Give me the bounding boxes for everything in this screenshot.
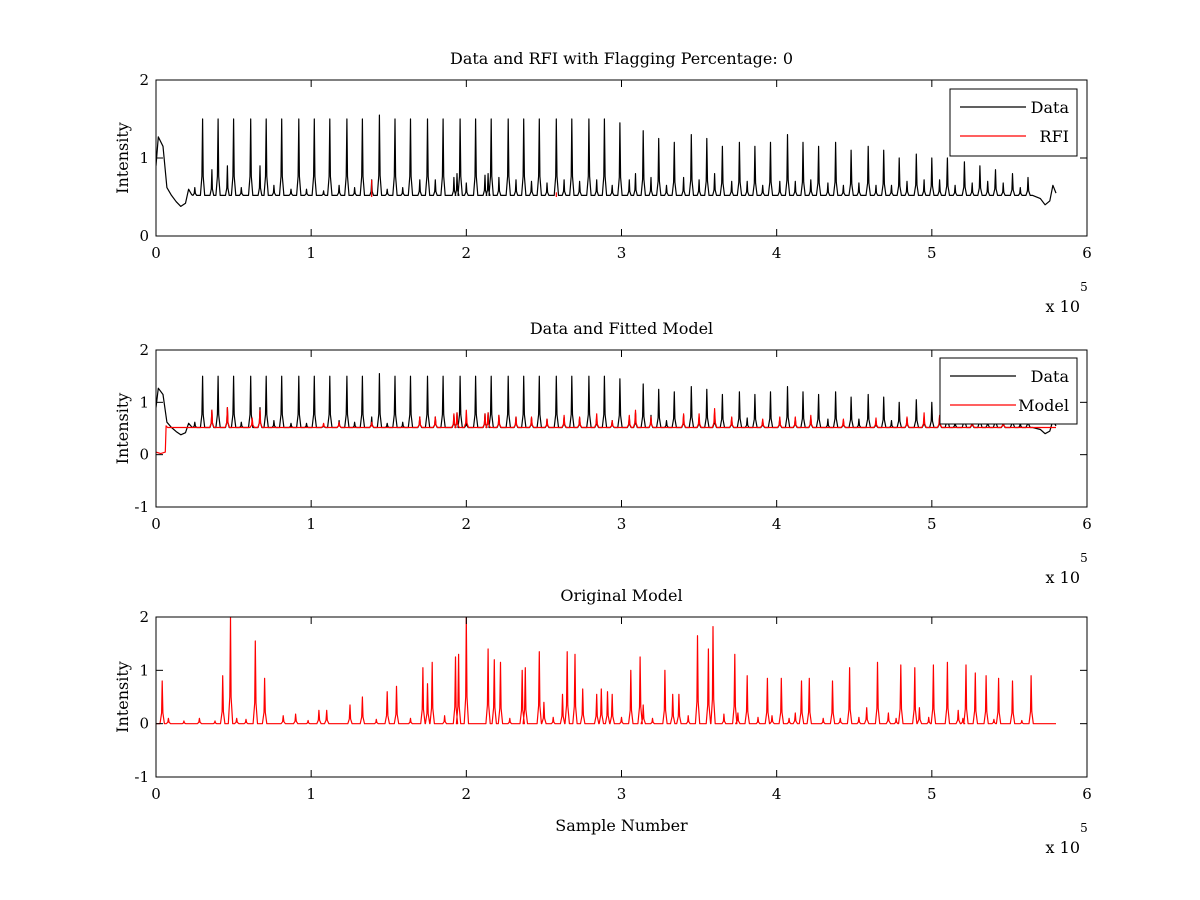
x-axis-multiplier: x 10	[1046, 297, 1080, 316]
x-tick-label: 3	[617, 244, 627, 262]
plot-area	[156, 373, 1057, 455]
x-tick-label: 4	[772, 244, 782, 262]
legend-entry: Data	[1031, 367, 1070, 386]
x-tick-label: 1	[306, 785, 316, 803]
y-tick-label: -1	[134, 768, 149, 786]
x-tick-label: 0	[151, 515, 161, 533]
y-tick-label: 1	[139, 661, 149, 679]
x-tick-label: 2	[462, 515, 472, 533]
y-axis-label: Intensity	[113, 393, 132, 465]
x-axis-multiplier-exponent: 5	[1080, 551, 1088, 565]
x-tick-label: 0	[151, 244, 161, 262]
x-tick-label: 6	[1082, 785, 1092, 803]
x-axis-label: Sample Number	[555, 816, 688, 835]
y-tick-label: 1	[139, 393, 149, 411]
plot-area	[156, 114, 1057, 207]
y-tick-label: -1	[134, 498, 149, 516]
chart-title: Data and Fitted Model	[530, 319, 713, 338]
x-tick-label: 1	[306, 515, 316, 533]
x-tick-label: 4	[772, 785, 782, 803]
y-tick-label: 2	[139, 341, 149, 359]
x-tick-label: 4	[772, 515, 782, 533]
plot-area	[156, 617, 1056, 725]
x-tick-label: 2	[462, 785, 472, 803]
y-tick-label: 0	[139, 446, 149, 464]
series-data-line	[156, 373, 1057, 436]
x-tick-label: 5	[927, 515, 937, 533]
legend: Data Model	[939, 357, 1078, 425]
chart-title: Original Model	[560, 586, 682, 605]
x-tick-label: 6	[1082, 244, 1092, 262]
legend-box	[939, 357, 1078, 425]
x-axis-multiplier: x 10	[1046, 838, 1080, 857]
x-tick-label: 1	[306, 244, 316, 262]
x-tick-label: 2	[462, 244, 472, 262]
x-axis-multiplier: x 10	[1046, 568, 1080, 587]
x-tick-label: 3	[617, 785, 627, 803]
x-axis-multiplier-exponent: 5	[1080, 280, 1088, 294]
y-tick-label: 0	[139, 715, 149, 733]
legend: Data RFI	[949, 88, 1078, 157]
x-tick-label: 3	[617, 515, 627, 533]
legend-entry: Model	[1018, 396, 1069, 415]
y-tick-label: 1	[139, 149, 149, 167]
series-model-line	[156, 407, 1056, 455]
x-tick-label: 6	[1082, 515, 1092, 533]
series-rfi	[371, 179, 557, 197]
legend-box	[949, 88, 1078, 157]
series-original-model-line	[156, 617, 1056, 725]
y-tick-label: 2	[139, 71, 149, 89]
y-tick-label: 2	[139, 608, 149, 626]
y-axis-label: Intensity	[113, 661, 132, 733]
legend-entry: RFI	[1040, 127, 1069, 146]
y-tick-label: 0	[139, 227, 149, 245]
y-axis-label: Intensity	[113, 122, 132, 194]
x-tick-label: 5	[927, 785, 937, 803]
x-tick-label: 5	[927, 244, 937, 262]
panel-data-and-rfi: 0 1 2 3 4 5 6 0 1 2 Data and RFI with Flagging Per…	[113, 49, 1092, 316]
chart-title: Data and RFI with Flagging Percentage: 0	[450, 49, 793, 68]
x-tick-label: 0	[151, 785, 161, 803]
x-axis-multiplier-exponent: 5	[1080, 821, 1088, 835]
series-data-line	[156, 114, 1057, 207]
legend-entry: Data	[1031, 98, 1070, 117]
